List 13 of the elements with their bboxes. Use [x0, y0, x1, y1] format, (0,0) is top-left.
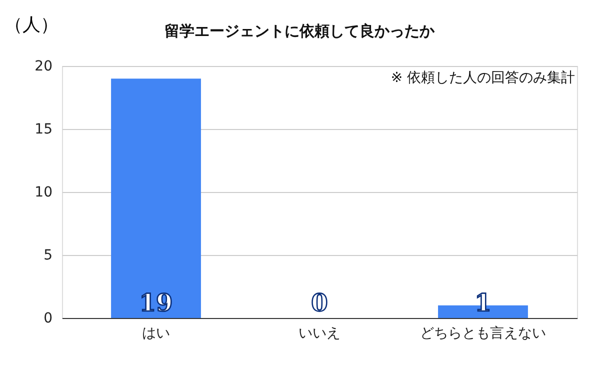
chart-title: 留学エージェントに依頼して良かったか: [164, 22, 436, 40]
y-tick-label: 10: [34, 184, 52, 200]
x-tick-label: はい: [142, 326, 170, 342]
annotation: ※ 依頼した人の回答のみ集計: [390, 70, 575, 86]
x-tick-label: いいえ: [298, 326, 340, 342]
y-tick-label: 0: [44, 310, 52, 326]
data-label: 0: [311, 288, 328, 317]
y-axis-title: （人）: [4, 14, 58, 36]
y-tick-label: 15: [34, 122, 52, 138]
x-tick-label: どちらとも言えない: [420, 326, 546, 342]
y-tick-label: 20: [34, 58, 52, 74]
y-tick-label: 5: [44, 248, 52, 264]
data-label: 19: [139, 288, 173, 317]
